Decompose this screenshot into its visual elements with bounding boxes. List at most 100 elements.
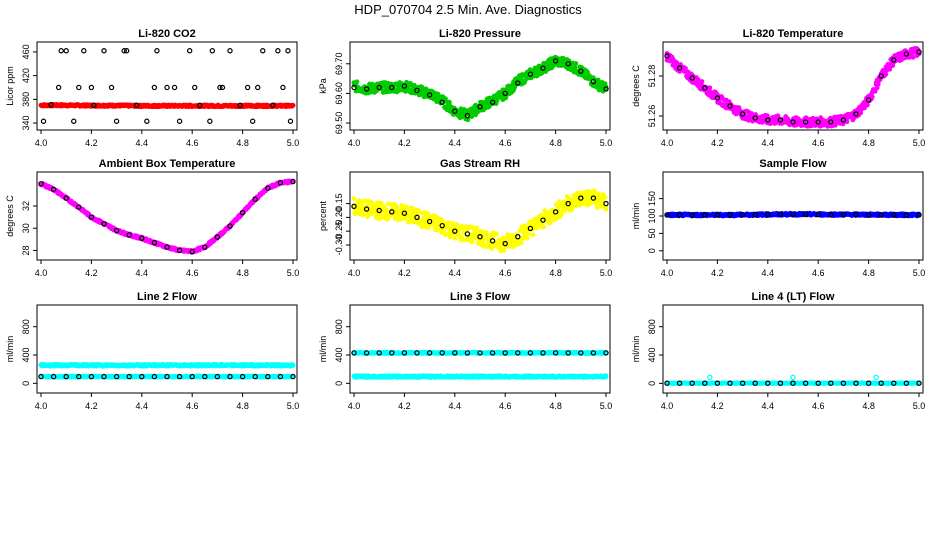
raw-point bbox=[452, 235, 458, 241]
y-tick-label: -0.25 bbox=[334, 221, 344, 242]
raw-point bbox=[840, 121, 846, 127]
raw-point bbox=[708, 89, 714, 95]
avg-point bbox=[464, 112, 471, 119]
raw-point bbox=[383, 207, 389, 213]
plot-frame bbox=[36, 304, 298, 394]
avg-point bbox=[815, 119, 821, 125]
panel-title: Line 3 Flow bbox=[450, 291, 510, 303]
avg-point bbox=[164, 84, 170, 91]
avg-point bbox=[739, 111, 746, 117]
raw-point bbox=[454, 222, 460, 227]
avg-point bbox=[101, 221, 107, 227]
avg-point bbox=[689, 75, 695, 81]
avg-point bbox=[664, 53, 670, 59]
raw-point bbox=[875, 82, 881, 87]
avg-point bbox=[237, 102, 243, 108]
avg-point bbox=[227, 48, 233, 54]
avg-point bbox=[239, 373, 246, 380]
avg-point bbox=[515, 80, 521, 86]
avg-point bbox=[752, 211, 758, 218]
plot-frame bbox=[349, 171, 611, 261]
avg-point bbox=[197, 102, 203, 108]
avg-point bbox=[176, 118, 183, 124]
y-axis-label: percent bbox=[318, 200, 328, 231]
avg-point bbox=[189, 373, 195, 380]
avg-point bbox=[38, 373, 44, 380]
x-tick-label: 5.0 bbox=[913, 138, 926, 148]
x-tick-label: 4.4 bbox=[136, 401, 149, 411]
x-tick-label: 4.0 bbox=[348, 138, 361, 148]
y-tick-label: 32 bbox=[21, 201, 31, 211]
x-tick-label: 4.0 bbox=[35, 401, 48, 411]
avg-point bbox=[287, 118, 294, 124]
data-layer bbox=[38, 362, 296, 380]
avg-point bbox=[126, 373, 132, 380]
avg-point bbox=[527, 71, 534, 77]
avg-point bbox=[249, 118, 256, 124]
raw-point bbox=[518, 240, 524, 245]
x-tick-label: 4.0 bbox=[35, 268, 48, 278]
avg-point bbox=[376, 84, 382, 91]
avg-point bbox=[363, 206, 370, 212]
avg-point bbox=[439, 99, 445, 105]
x-tick-label: 5.0 bbox=[913, 268, 926, 278]
avg-point bbox=[878, 73, 884, 79]
avg-point bbox=[176, 373, 183, 380]
y-tick-label: 0 bbox=[647, 248, 657, 253]
data-layer bbox=[664, 45, 922, 129]
avg-point bbox=[727, 211, 733, 218]
avg-point bbox=[209, 48, 216, 54]
x-tick-label: 5.0 bbox=[600, 138, 613, 148]
x-tick-label: 5.0 bbox=[287, 268, 300, 278]
avg-point bbox=[540, 217, 546, 223]
avg-point bbox=[108, 84, 115, 91]
plot-frame bbox=[36, 171, 298, 261]
avg-point bbox=[401, 210, 408, 216]
avg-point bbox=[219, 84, 226, 91]
avg-point bbox=[590, 195, 597, 201]
avg-point bbox=[414, 87, 420, 94]
raw-point bbox=[501, 248, 507, 253]
avg-point bbox=[464, 231, 471, 237]
avg-point bbox=[777, 211, 784, 217]
avg-point bbox=[903, 212, 910, 218]
raw-point bbox=[883, 71, 889, 77]
raw-point bbox=[749, 111, 755, 116]
avg-point bbox=[202, 373, 208, 380]
x-tick-label: 4.6 bbox=[812, 138, 825, 148]
avg-point bbox=[227, 223, 233, 229]
raw-point bbox=[707, 85, 713, 91]
raw-point bbox=[547, 220, 552, 226]
raw-point bbox=[378, 201, 384, 207]
raw-point bbox=[910, 54, 916, 60]
raw-point bbox=[394, 204, 400, 210]
avg-point bbox=[58, 48, 64, 54]
avg-point bbox=[71, 118, 77, 124]
raw-point bbox=[602, 194, 608, 200]
avg-point bbox=[277, 373, 284, 380]
raw-point bbox=[573, 61, 579, 66]
y-tick-label: -0.30 bbox=[334, 235, 344, 256]
panel-title: Gas Stream RH bbox=[440, 158, 520, 170]
panel-title: Ambient Box Temperature bbox=[99, 158, 236, 170]
raw-point bbox=[465, 117, 471, 123]
x-tick-label: 4.4 bbox=[762, 138, 775, 148]
data-layer bbox=[664, 210, 922, 219]
raw-point bbox=[483, 230, 489, 235]
avg-point bbox=[113, 373, 120, 380]
avg-point bbox=[101, 373, 107, 380]
avg-point bbox=[76, 204, 82, 210]
x-tick-label: 4.0 bbox=[35, 138, 48, 148]
avg-point bbox=[270, 102, 276, 108]
x-tick-label: 4.2 bbox=[85, 138, 98, 148]
raw-point bbox=[425, 211, 431, 217]
avg-point bbox=[489, 238, 496, 244]
avg-point bbox=[828, 211, 834, 218]
raw-point bbox=[441, 228, 446, 234]
x-tick-label: 4.4 bbox=[136, 138, 149, 148]
avg-point bbox=[739, 211, 746, 218]
avg-point bbox=[790, 211, 796, 217]
raw-point bbox=[290, 363, 296, 368]
x-tick-label: 4.8 bbox=[862, 138, 875, 148]
